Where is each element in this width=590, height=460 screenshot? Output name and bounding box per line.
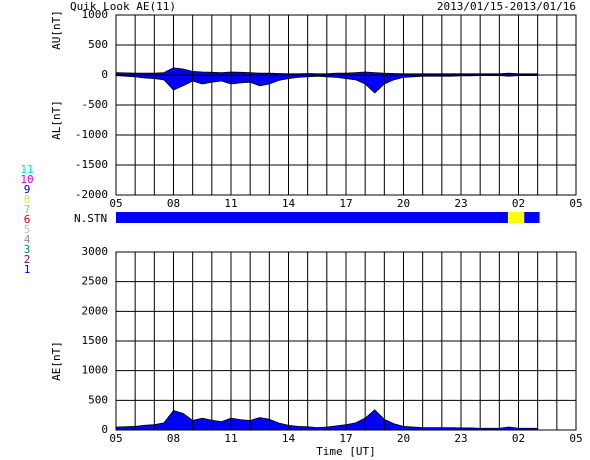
y-tick-label: -500 (82, 98, 109, 111)
station-legend-label: 2 (24, 253, 31, 266)
y-tick-label: -1000 (75, 128, 108, 141)
chart-subtitle: 2013/01/15-2013/01/16 (437, 0, 576, 13)
x-tick-label: 17 (339, 197, 352, 210)
x-tick-label: 23 (454, 432, 467, 445)
y-tick-label: 0 (101, 423, 108, 436)
x-tick-label: 08 (167, 432, 180, 445)
y-tick-label: -1500 (75, 158, 108, 171)
x-axis-label: Time [UT] (316, 445, 376, 458)
station-bar (524, 212, 540, 223)
x-tick-label: 05 (569, 432, 582, 445)
station-count-label: N.STN (74, 212, 107, 225)
y-tick-label: -2000 (75, 188, 108, 201)
x-tick-label: 11 (224, 197, 237, 210)
chart-title: Quik Look AE(11) (70, 0, 176, 13)
x-tick-label: 23 (454, 197, 467, 210)
y-tick-label: 3000 (82, 245, 109, 258)
plot-frame (115, 14, 577, 196)
x-tick-label: 05 (569, 197, 582, 210)
y-tick-label: 1000 (82, 364, 109, 377)
y-axis-label: AL[nT] (50, 100, 63, 140)
y-tick-label: 2000 (82, 304, 109, 317)
station-legend-label: 9 (24, 183, 31, 196)
station-legend-label: 6 (24, 213, 31, 226)
station-legend-label: 3 (24, 243, 31, 256)
y-axis-label: AE[nT] (50, 341, 63, 381)
area (115, 409, 539, 431)
y-tick-label: 1500 (82, 334, 109, 347)
area (115, 67, 539, 76)
station-legend-label: 8 (24, 193, 31, 206)
y-tick-label: 0 (101, 68, 108, 81)
station-legend-label: 7 (24, 203, 31, 216)
station-bar (507, 212, 525, 223)
y-tick-label: 500 (88, 38, 108, 51)
y-tick-label: 2500 (82, 275, 109, 288)
y-tick-label: 1000 (82, 8, 109, 21)
x-tick-label: 02 (512, 432, 525, 445)
station-legend-label: 5 (24, 223, 31, 236)
x-tick-label: 05 (109, 197, 122, 210)
station-legend-label: 10 (20, 173, 33, 186)
station-legend-label: 1 (24, 263, 31, 276)
x-tick-label: 20 (397, 432, 410, 445)
x-tick-label: 17 (339, 432, 352, 445)
station-legend-label: 11 (20, 163, 33, 176)
y-tick-label: 500 (88, 393, 108, 406)
y-axis-label: AU[nT] (50, 10, 63, 50)
x-tick-label: 14 (282, 197, 296, 210)
x-tick-label: 08 (167, 197, 180, 210)
area (115, 74, 539, 94)
station-legend-label: 4 (24, 233, 31, 246)
x-tick-label: 14 (282, 432, 296, 445)
x-tick-label: 02 (512, 197, 525, 210)
station-bar (116, 212, 508, 223)
x-tick-label: 20 (397, 197, 410, 210)
plot-frame (115, 251, 577, 431)
x-tick-label: 11 (224, 432, 237, 445)
x-tick-label: 05 (109, 432, 122, 445)
